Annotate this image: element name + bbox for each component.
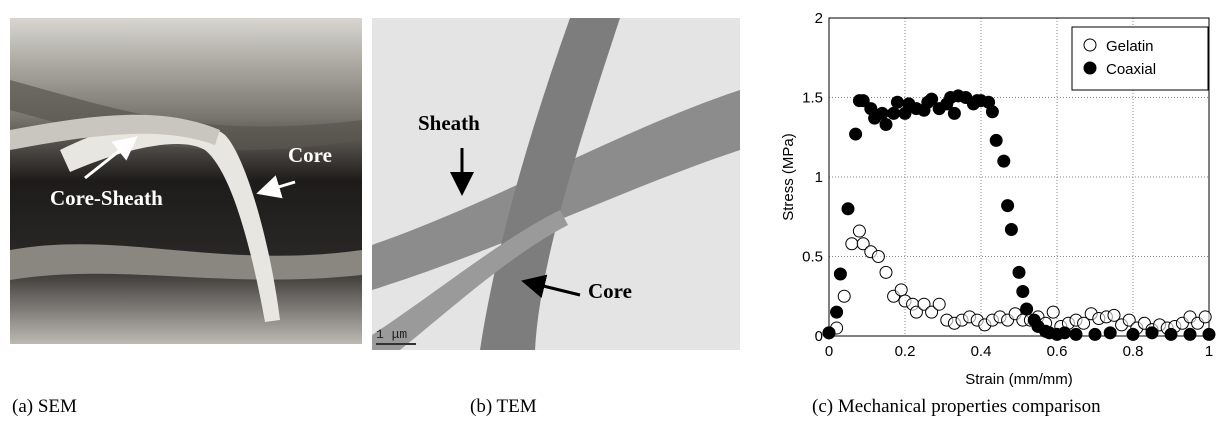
y-axis-label: Stress (MPa) (780, 133, 797, 221)
x-tick-label: 0.2 (895, 343, 916, 360)
x-axis-label: Strain (mm/mm) (965, 371, 1073, 388)
point (1184, 328, 1196, 340)
point (1104, 327, 1116, 339)
point (933, 298, 945, 310)
point (850, 128, 862, 140)
point (876, 107, 888, 119)
chart: 0 0.5 1 1.5 2 0 0.2 0.4 0.6 0.8 1 Strain (mm/mm) Str… (780, 10, 1215, 388)
point (1005, 223, 1017, 235)
caption: (c) Mechanical properties comparison (812, 396, 1101, 417)
point (948, 107, 960, 119)
page: {"panels":[{"caption":"(a) SEM","labels"… (0, 0, 1216, 430)
sem-label: Core-Sheath (50, 186, 163, 210)
y-tick-label: 0.5 (802, 249, 823, 266)
point (846, 238, 858, 250)
y-tick-label: 2 (815, 10, 823, 27)
point (895, 284, 907, 296)
caption: (a) SEM (12, 396, 77, 417)
legend-marker (1084, 62, 1096, 74)
legend-box (1072, 27, 1208, 90)
x-tick-label: 0 (825, 343, 833, 360)
tem-label: Sheath (418, 111, 480, 135)
legend-marker (1084, 39, 1096, 51)
point (1146, 327, 1158, 339)
point (831, 306, 843, 318)
tem-label: Core (588, 279, 632, 303)
scale-bar: 1 μm (376, 327, 407, 342)
point (823, 327, 835, 339)
point (888, 107, 900, 119)
sem-image: Core-Sheath Core (10, 18, 362, 344)
point (1013, 266, 1025, 278)
point (1165, 328, 1177, 340)
tem-image: Sheath Core 1 μm (372, 18, 740, 350)
legend-label: Gelatin (1106, 38, 1154, 55)
point (1199, 311, 1211, 323)
point (1017, 285, 1029, 297)
point (998, 155, 1010, 167)
point (1203, 328, 1215, 340)
point (1070, 328, 1082, 340)
x-tick-label: 0.8 (1123, 343, 1144, 360)
point (1089, 328, 1101, 340)
point (1002, 200, 1014, 212)
y-tick-label: 1.5 (802, 90, 823, 107)
point (1127, 328, 1139, 340)
point (853, 225, 865, 237)
x-tick-label: 0.4 (971, 343, 992, 360)
sem-label: Core (288, 143, 332, 167)
point (880, 119, 892, 131)
point (1047, 306, 1059, 318)
point (838, 290, 850, 302)
y-tick-label: 0 (815, 328, 823, 345)
figure: Core-Sheath Core Sheath Core 1 μm (a) SE… (0, 0, 1216, 430)
y-tick-label: 1 (815, 169, 823, 186)
point (1059, 327, 1071, 339)
point (842, 203, 854, 215)
x-tick-label: 1 (1205, 343, 1213, 360)
point (891, 96, 903, 108)
point (1021, 303, 1033, 315)
point (990, 134, 1002, 146)
x-tick-label: 0.6 (1047, 343, 1068, 360)
point (834, 268, 846, 280)
caption: (b) TEM (470, 396, 537, 417)
point (880, 266, 892, 278)
legend-label: Coaxial (1106, 61, 1156, 78)
point (872, 251, 884, 263)
point (986, 106, 998, 118)
